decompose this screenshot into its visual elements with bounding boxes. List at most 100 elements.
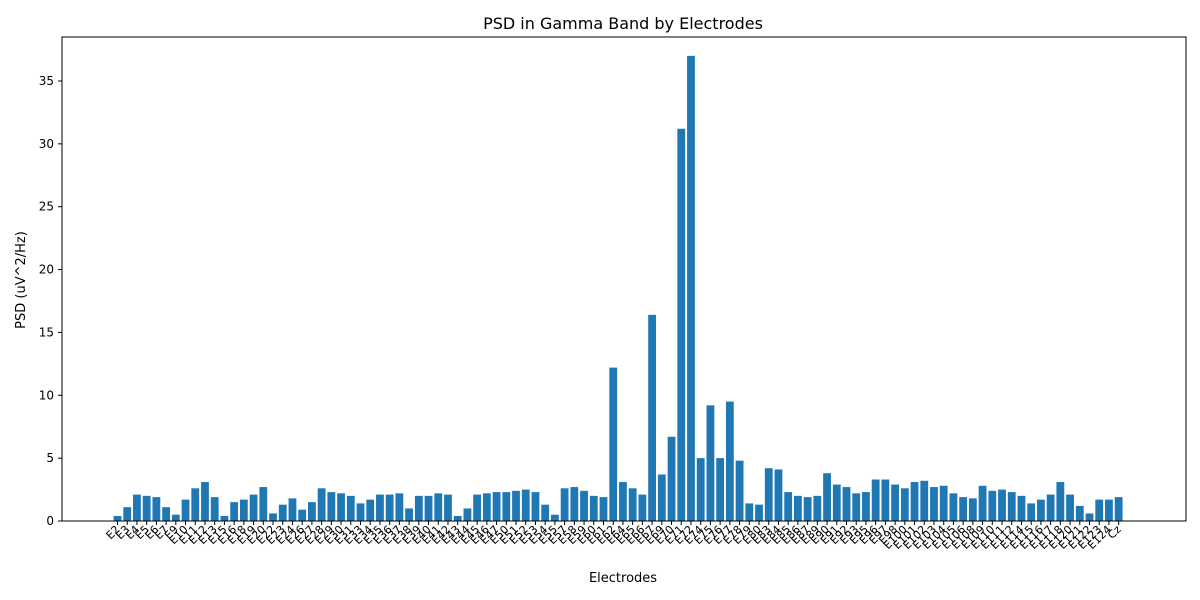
bar-e92 [842,487,851,521]
bar-e50 [502,492,511,521]
bar-e122 [1085,513,1094,521]
bar-e51 [512,490,520,521]
bar-e34 [366,499,375,521]
bar-e2 [113,515,122,521]
bars-group [113,55,1123,522]
bar-e54 [541,504,550,521]
bar-e112 [1007,492,1016,521]
bar-e19 [249,494,258,521]
bar-e33 [356,503,365,521]
bar-e111 [998,489,1006,521]
bar-e29 [327,492,336,521]
bar-e100 [900,488,909,521]
bar-e69 [657,474,666,521]
bar-e85 [784,492,793,521]
y-axis-label: PSD (uV^2/Hz) [14,231,29,329]
bar-e37 [395,493,404,521]
bar-e77 [725,401,734,521]
bar-e52 [521,489,530,521]
bar-e28 [317,488,326,521]
bar-e101 [910,482,919,521]
bar-e42 [444,494,452,521]
x-axis-label: Electrodes [589,571,657,586]
bar-e72 [687,55,695,522]
bar-e23 [278,504,287,521]
bar-e4 [133,494,141,521]
bar-e118 [1056,482,1065,521]
bar-e102 [920,480,929,521]
bar-e124 [1105,499,1113,521]
bar-e74 [696,458,705,521]
bar-e110 [988,490,997,521]
bar-e38 [405,508,413,521]
bar-e120 [1066,494,1074,521]
bar-e11 [191,488,200,521]
bar-e117 [1046,494,1055,521]
y-tick-label: 15 [39,325,54,339]
bar-e59 [580,490,588,521]
bar-e114 [1017,495,1026,521]
y-tick-label: 0 [46,514,54,528]
bar-e86 [794,495,802,521]
bar-e79 [745,503,754,521]
bar-e36 [385,494,394,521]
y-tick-label: 30 [39,137,54,151]
bar-e104 [939,485,948,521]
bar-e55 [551,514,559,521]
y-tick-label: 5 [46,451,54,465]
bar-e57 [560,488,569,521]
bar-e13 [210,497,219,521]
chart-title: PSD in Gamma Band by Electrodes [483,14,763,33]
bar-e105 [949,493,958,521]
bar-e15 [220,515,229,521]
bar-e44 [463,508,472,521]
bar-e76 [716,458,725,521]
bar-e45 [473,494,482,521]
bar-e91 [832,484,841,521]
x-axis-ticks: E2E3E4E5E6E7E9E10E11E12E13E15E16E18E19E2… [104,521,1124,552]
bar-e93 [852,493,861,521]
bar-e121 [1075,505,1084,521]
bar-e24 [288,498,297,521]
bar-e3 [123,507,132,521]
bar-e83 [764,468,773,521]
bar-e26 [298,509,307,521]
bar-e12 [201,482,209,521]
bar-e70 [667,436,676,521]
y-tick-label: 35 [39,74,54,88]
bar-e18 [239,499,248,521]
bar-e31 [346,495,355,521]
bar-e40 [424,495,433,521]
bar-e87 [803,497,812,521]
bar-e6 [152,497,161,521]
bar-e46 [482,493,491,521]
bar-e98 [891,484,899,521]
bar-e89 [813,495,822,521]
bar-e16 [230,502,239,521]
bar-e96 [871,479,880,521]
bar-e90 [823,473,831,521]
bar-e30 [337,493,345,521]
bar-e67 [648,314,656,521]
bar-e41 [434,493,443,521]
bar-e71 [677,128,686,521]
bar-e78 [735,460,744,521]
bar-e116 [1037,499,1045,521]
bar-e20 [259,487,268,521]
bar-e22 [269,513,277,521]
bar-e65 [628,488,637,521]
bar-e66 [638,494,647,521]
bar-e106 [959,497,968,521]
bar-e123 [1095,499,1104,521]
bar-e58 [570,487,579,521]
y-tick-label: 25 [39,200,54,214]
bar-e53 [531,492,540,521]
bar-e43 [453,515,462,521]
y-tick-label: 10 [39,388,54,402]
bar-e109 [978,485,987,521]
bar-e9 [171,514,180,521]
bar-e75 [706,405,715,521]
bar-e39 [414,495,423,521]
bar-e84 [774,469,783,521]
